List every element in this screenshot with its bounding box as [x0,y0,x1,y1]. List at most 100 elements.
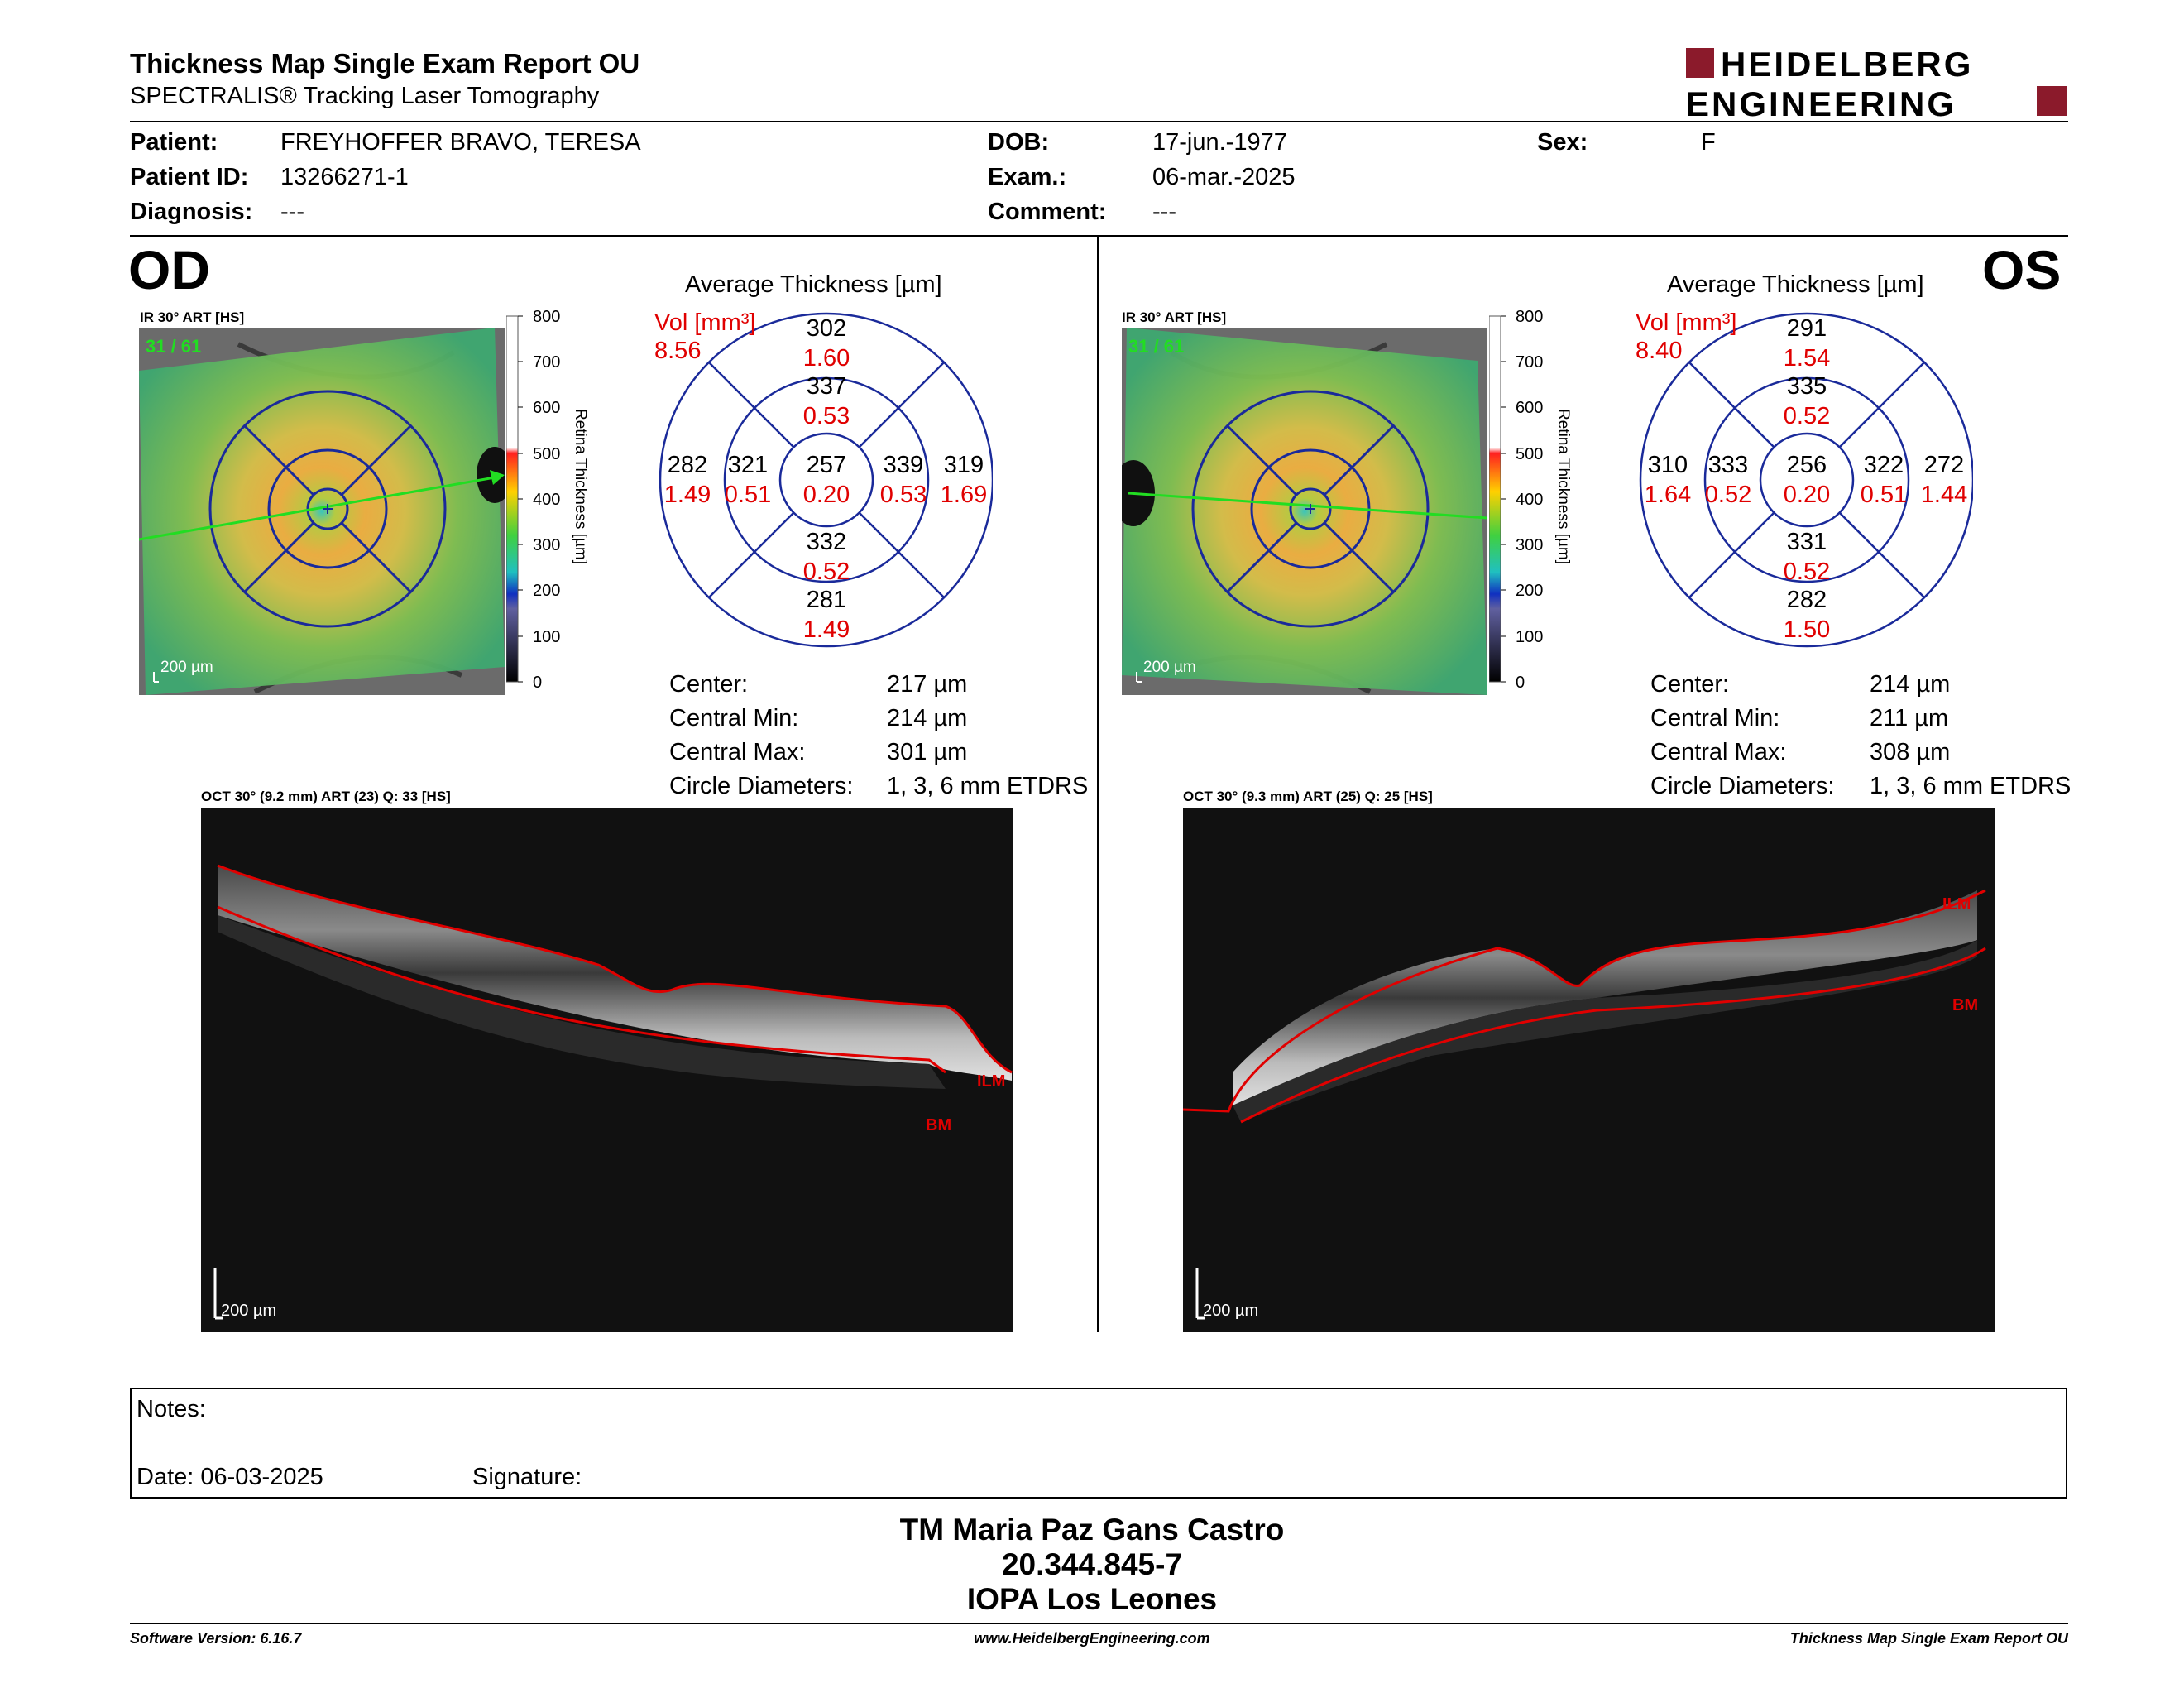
od-stat-value: 214 µm [887,705,968,731]
od-outer-nasal-thickness: 319 [944,452,984,478]
os-stat-value: 211 µm [1870,705,1949,731]
sex-value: F [1701,129,1716,156]
footer-report: Thickness Map Single Exam Report OU [1789,1630,2068,1647]
od-vol-label: Vol [mm³] [654,309,756,336]
od-cbar-title: Retina Thickness [µm] [572,409,589,564]
od-cbar-tick: 0 [533,674,542,692]
os-outer-inf-vol: 1.50 [1784,616,1830,643]
os-stat-value: 1, 3, 6 mm ETDRS [1870,773,2071,799]
od-cbar-tick: 800 [533,308,560,326]
od-inner-sup-thickness: 337 [807,373,846,400]
os-inner-sup-thickness: 335 [1787,373,1827,400]
os-cbar-tick: 400 [1516,491,1543,509]
diagnosis-value: --- [280,199,304,225]
logo-line2: ENGINEERING [1686,84,1956,119]
os-inner-nasal-thickness: 322 [1864,452,1904,478]
sex-label: Sex: [1537,129,1588,156]
os-outer-inf-thickness: 282 [1787,587,1827,613]
od-oct-bscan: ILM BM 200 µm [201,808,1013,1332]
os-outer-sup-thickness: 291 [1787,315,1827,342]
os-vol-label: Vol [mm³] [1636,309,1737,336]
os-center-vol: 0.20 [1784,482,1830,508]
notes-box[interactable]: Notes: Date: 06-03-2025 Signature: [130,1388,2067,1499]
od-inner-temp-thickness: 321 [728,452,768,478]
os-cbar-tick: 600 [1516,399,1543,417]
os-stat-label: Center: [1650,671,1730,698]
os-frame-counter: 31 / 61 [1128,336,1184,357]
od-cbar-tick: 100 [533,628,560,646]
od-colorbar: 800 700 600 500 400 300 200 100 0 Retina… [506,308,589,692]
os-stat-label: Central Min: [1650,705,1780,731]
os-colorbar: 800 700 600 500 400 300 200 100 0 Retina… [1489,308,1572,692]
patient-id: 13266271-1 [280,164,409,190]
os-stat-label: Central Max: [1650,739,1787,765]
od-stat-value: 301 µm [887,739,968,765]
od-etdrs-grid: 302 1.60 337 0.53 282 1.49 321 0.51 257 … [659,312,993,648]
os-cbar-tick: 300 [1516,536,1543,554]
os-outer-temp-thickness: 310 [1648,452,1688,478]
od-stat-label: Central Max: [669,739,806,765]
od-stat-label: Central Min: [669,705,799,731]
os-fundus-thickness-map: 31 / 61 200 µm [1122,328,1487,695]
diagnosis-label: Diagnosis: [130,199,253,225]
os-outer-temp-vol: 1.64 [1645,482,1691,508]
od-cbar-tick: 600 [533,399,560,417]
eye-divider [1097,237,1099,1332]
os-oct-bscan: ILM BM 200 µm [1183,808,1995,1332]
patient-label: Patient: [130,129,218,156]
od-oct-scale: 200 µm [221,1302,276,1320]
os-inner-temp-vol: 0.52 [1705,482,1751,508]
os-oct-caption: OCT 30° (9.3 mm) ART (25) Q: 25 [HS] [1183,789,1433,804]
od-outer-temp-thickness: 282 [668,452,707,478]
os-ilm-label: ILM [1942,895,1971,914]
os-ir-caption: IR 30° ART [HS] [1122,309,1227,325]
od-ir-scale: 200 µm [160,659,213,676]
os-inner-temp-thickness: 333 [1708,452,1748,478]
od-outer-inf-vol: 1.49 [803,616,850,643]
report-title: Thickness Map Single Exam Report OU [130,48,640,79]
patient-id-label: Patient ID: [130,164,249,190]
footer-website[interactable]: www.HeidelbergEngineering.com [974,1630,1210,1647]
signoff-institution: IOPA Los Leones [966,1582,1218,1616]
od-outer-inf-thickness: 281 [807,587,846,613]
od-outer-nasal-vol: 1.69 [941,482,987,508]
os-cbar-tick: 100 [1516,628,1543,646]
comment-value: --- [1152,199,1176,225]
od-cbar-tick: 400 [533,491,560,509]
os-cbar-tick: 500 [1516,445,1543,463]
footer-rule [130,1623,2068,1624]
os-eye-label: OS [1982,239,2062,300]
od-ir-caption: IR 30° ART [HS] [140,309,245,325]
logo-line1: HEIDELBERG [1721,45,1973,84]
od-inner-nasal-thickness: 339 [884,452,923,478]
od-stat-value: 1, 3, 6 mm ETDRS [887,773,1089,799]
header-rule [130,121,2068,122]
od-cbar-tick: 700 [533,353,560,372]
os-inner-inf-thickness: 331 [1787,529,1827,555]
heidelberg-logo: HEIDELBERG ENGINEERING [1686,45,2067,119]
od-eye-label: OD [128,239,210,300]
os-avg-title: Average Thickness [µm] [1667,271,1924,298]
od-inner-inf-vol: 0.52 [803,559,850,585]
os-cbar-tick: 700 [1516,353,1543,372]
os-cbar-title: Retina Thickness [µm] [1554,409,1572,564]
od-oct-caption: OCT 30° (9.2 mm) ART (23) Q: 33 [HS] [201,789,451,804]
patient-rule [130,235,2068,237]
notes-label: Notes: [136,1396,206,1422]
os-outer-nasal-thickness: 272 [1924,452,1964,478]
od-outer-sup-thickness: 302 [807,315,846,342]
os-outer-sup-vol: 1.54 [1784,345,1830,372]
od-inner-temp-vol: 0.51 [725,482,771,508]
od-stat-value: 217 µm [887,671,968,698]
exam-value: 06-mar.-2025 [1152,164,1296,190]
od-bm-label: BM [926,1116,951,1134]
od-stat-label: Center: [669,671,749,698]
patient-name: FREYHOFFER BRAVO, TERESA [280,129,641,156]
od-cbar-tick: 200 [533,582,560,600]
os-cbar-tick: 200 [1516,582,1543,600]
os-outer-nasal-vol: 1.44 [1921,482,1967,508]
os-stat-value: 214 µm [1870,671,1951,698]
os-center-thickness: 256 [1787,452,1827,478]
os-stat-value: 308 µm [1870,739,1951,765]
footer-software: Software Version: 6.16.7 [130,1630,302,1647]
